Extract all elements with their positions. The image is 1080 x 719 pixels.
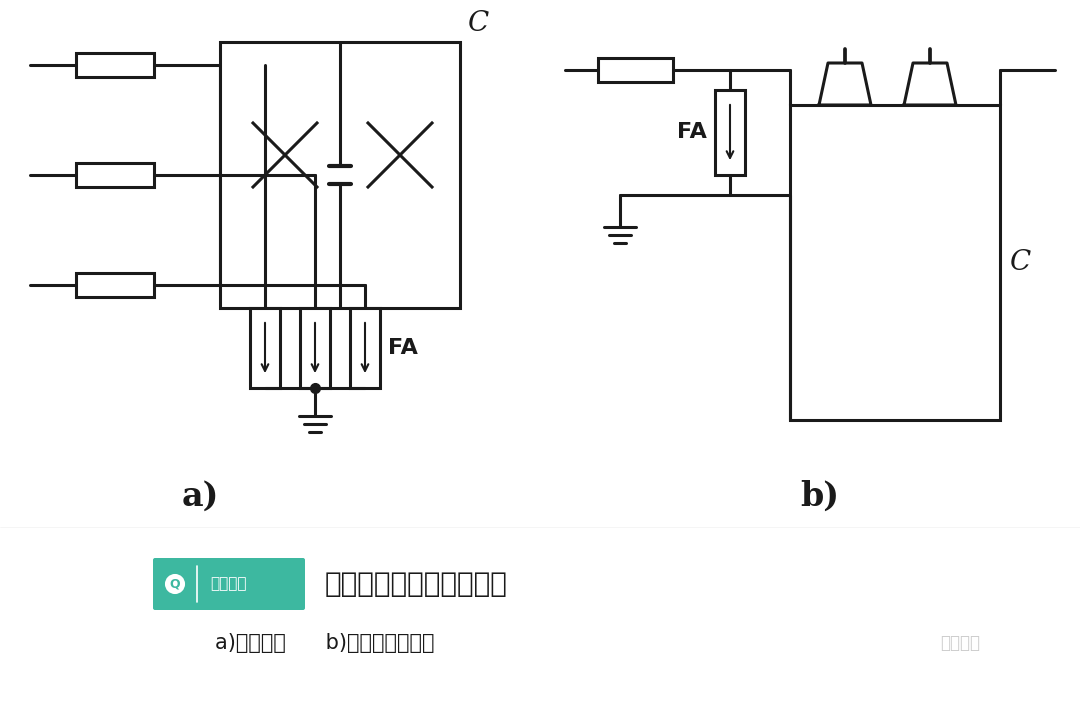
Bar xyxy=(597,58,673,82)
Bar xyxy=(76,273,154,297)
Bar xyxy=(249,308,280,388)
Text: a): a) xyxy=(181,480,218,513)
Bar xyxy=(789,105,1000,420)
Bar xyxy=(76,53,154,77)
Text: 线路移相电容器保护接线: 线路移相电容器保护接线 xyxy=(325,570,508,598)
FancyBboxPatch shape xyxy=(153,558,305,610)
Bar xyxy=(300,308,330,388)
Bar xyxy=(0,528,1080,719)
Text: C: C xyxy=(1010,249,1031,276)
Text: 电工知库: 电工知库 xyxy=(940,634,980,652)
Text: a)接线方法      b)避雷器安装方法: a)接线方法 b)避雷器安装方法 xyxy=(215,633,434,653)
Bar xyxy=(220,42,460,308)
Text: Q: Q xyxy=(170,577,180,590)
Bar xyxy=(350,308,380,388)
Text: b): b) xyxy=(800,480,839,513)
Text: 电工知库: 电工知库 xyxy=(210,577,246,592)
Bar xyxy=(76,163,154,187)
Text: FA: FA xyxy=(677,122,707,142)
Text: C: C xyxy=(468,10,489,37)
Text: FA: FA xyxy=(388,338,418,358)
Bar xyxy=(715,90,745,175)
Circle shape xyxy=(166,575,184,593)
